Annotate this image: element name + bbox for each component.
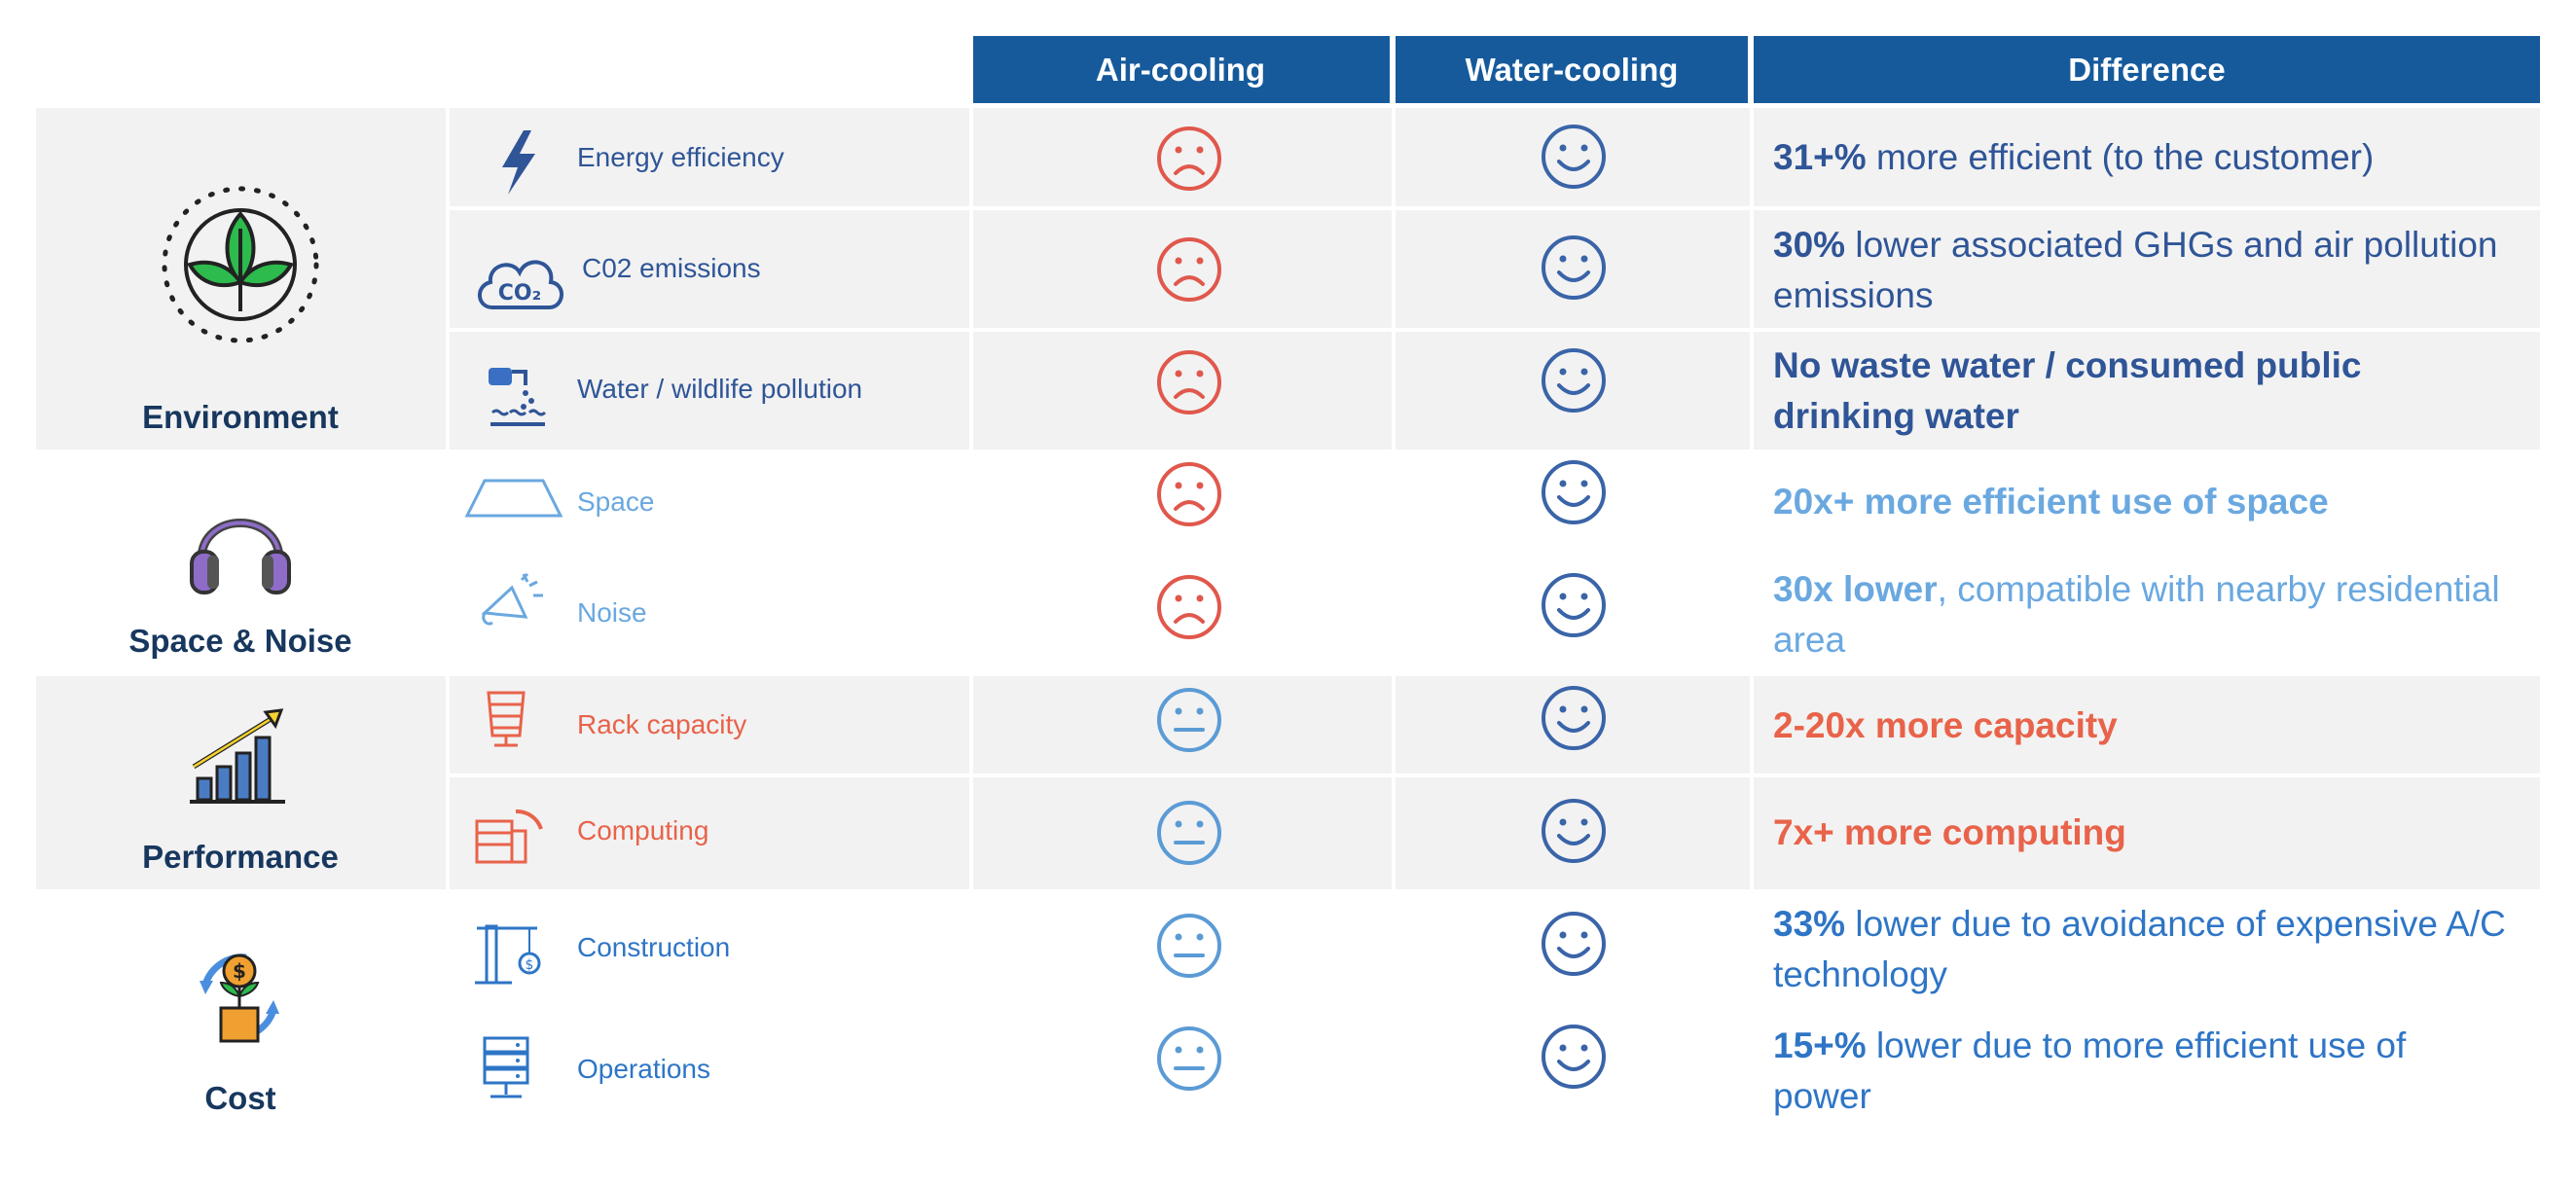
category-space-noise: Space & Noise: [128, 623, 352, 659]
header-water-cooling: Water-cooling: [1396, 36, 1748, 103]
water-pollution-icon: [489, 368, 547, 426]
lightning-icon: [502, 130, 535, 195]
row-label-rack-capacity: Rack capacity: [577, 709, 747, 739]
computing-servers-icon: [475, 809, 543, 864]
row-label-energy-efficiency: Energy efficiency: [577, 142, 784, 172]
operations-server-icon: [483, 1036, 529, 1098]
row-label-space: Space: [577, 486, 655, 517]
row-label-construction: Construction: [577, 932, 731, 962]
diff-rack: 2-20x more capacity: [1773, 705, 2118, 745]
neutral-face-icon: [1157, 914, 1221, 978]
frown-face-icon: [1157, 575, 1221, 639]
rack-capacity-icon: [487, 691, 526, 747]
header-air-cooling: Air-cooling: [971, 36, 1390, 103]
diff-water: No waste water / consumed public drinkin…: [1773, 345, 2362, 436]
smile-face-icon: [1542, 125, 1606, 189]
header-difference: Difference: [1754, 36, 2540, 103]
svg-text:$: $: [233, 959, 246, 983]
co2-cloud-icon: CO₂: [478, 260, 563, 309]
row-label-water-pollution: Water / wildlife pollution: [577, 374, 863, 404]
headphones-icon: [190, 519, 291, 594]
neutral-face-icon: [1157, 801, 1221, 865]
smile-face-icon: [1542, 912, 1606, 976]
smile-face-icon: [1542, 573, 1606, 637]
smile-face-icon: [1542, 799, 1606, 863]
category-cost: Cost: [204, 1080, 276, 1116]
row-label-computing: Computing: [577, 815, 709, 845]
smile-face-icon: [1542, 235, 1606, 300]
neutral-face-icon: [1157, 688, 1221, 752]
smile-face-icon: [1542, 348, 1606, 413]
diff-space: 20x+ more efficient use of space: [1773, 482, 2329, 522]
growth-chart-icon: [190, 708, 285, 804]
svg-text:$: $: [526, 957, 534, 973]
frown-face-icon: [1157, 350, 1221, 414]
environment-band: [36, 108, 2540, 450]
smile-face-icon: [1542, 1025, 1606, 1089]
row-label-noise: Noise: [577, 597, 647, 628]
smile-face-icon: [1542, 686, 1606, 750]
space-trapezoid-icon: [464, 479, 563, 518]
frown-face-icon: [1157, 237, 1221, 302]
diff-construction: 33% lower due to avoidance of expensive …: [1773, 904, 2506, 994]
megaphone-noise-icon: [481, 572, 543, 626]
row-label-operations: Operations: [577, 1054, 710, 1084]
diff-co2: 30% lower associated GHGs and air pollut…: [1773, 225, 2498, 315]
diff-operations: 15+% lower due to more efficient use of …: [1773, 1025, 2407, 1116]
smile-face-icon: [1542, 460, 1606, 524]
frown-face-icon: [1157, 126, 1221, 191]
diff-computing: 7x+ more computing: [1773, 812, 2126, 852]
leaf-environment-icon: [162, 186, 319, 343]
frown-face-icon: [1157, 462, 1221, 526]
row-label-co2-emissions: C02 emissions: [582, 253, 761, 283]
diff-noise: 30x lower, compatible with nearby reside…: [1773, 569, 2500, 660]
construction-crane-icon: $: [475, 924, 541, 985]
money-plant-icon: $: [200, 953, 279, 1043]
category-environment: Environment: [142, 399, 339, 435]
category-performance: Performance: [142, 839, 339, 875]
diff-energy: 31+% more efficient (to the customer): [1773, 137, 2375, 177]
neutral-face-icon: [1157, 1026, 1221, 1091]
performance-band: [36, 676, 2540, 889]
svg-text:CO₂: CO₂: [498, 281, 541, 306]
